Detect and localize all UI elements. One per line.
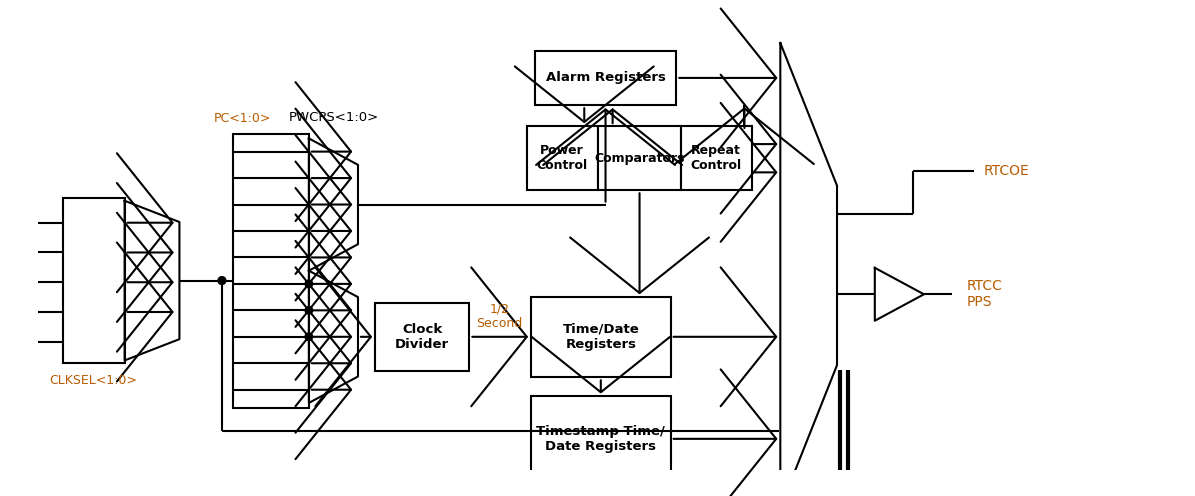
Text: Comparators: Comparators — [594, 152, 685, 165]
Text: PWCPS<1:0>: PWCPS<1:0> — [288, 111, 379, 124]
Text: PC<1:0>: PC<1:0> — [214, 112, 271, 125]
Text: Clock
Divider: Clock Divider — [396, 323, 449, 351]
Text: Time/Date
Registers: Time/Date Registers — [563, 323, 639, 351]
Bar — [534, 51, 676, 105]
Text: Power
Control: Power Control — [537, 144, 588, 172]
Circle shape — [305, 333, 313, 341]
Text: RTCC
PPS: RTCC PPS — [967, 279, 1003, 310]
Bar — [63, 198, 124, 363]
Text: CLKSEL<1:0>: CLKSEL<1:0> — [49, 374, 137, 387]
Bar — [681, 126, 752, 190]
Text: RTCOE: RTCOE — [983, 165, 1029, 179]
Circle shape — [305, 307, 313, 314]
Circle shape — [219, 277, 226, 284]
Text: 1/2
Second: 1/2 Second — [477, 302, 523, 330]
Bar — [527, 126, 598, 190]
Text: Alarm Registers: Alarm Registers — [546, 71, 666, 84]
Bar — [598, 126, 681, 190]
Circle shape — [219, 277, 226, 284]
Bar — [375, 303, 470, 371]
Bar — [531, 396, 670, 481]
Text: Repeat
Control: Repeat Control — [691, 144, 742, 172]
Bar — [531, 297, 670, 377]
Text: Timestamp Time/
Date Registers: Timestamp Time/ Date Registers — [537, 425, 666, 453]
Bar — [233, 133, 308, 408]
Circle shape — [305, 280, 313, 288]
